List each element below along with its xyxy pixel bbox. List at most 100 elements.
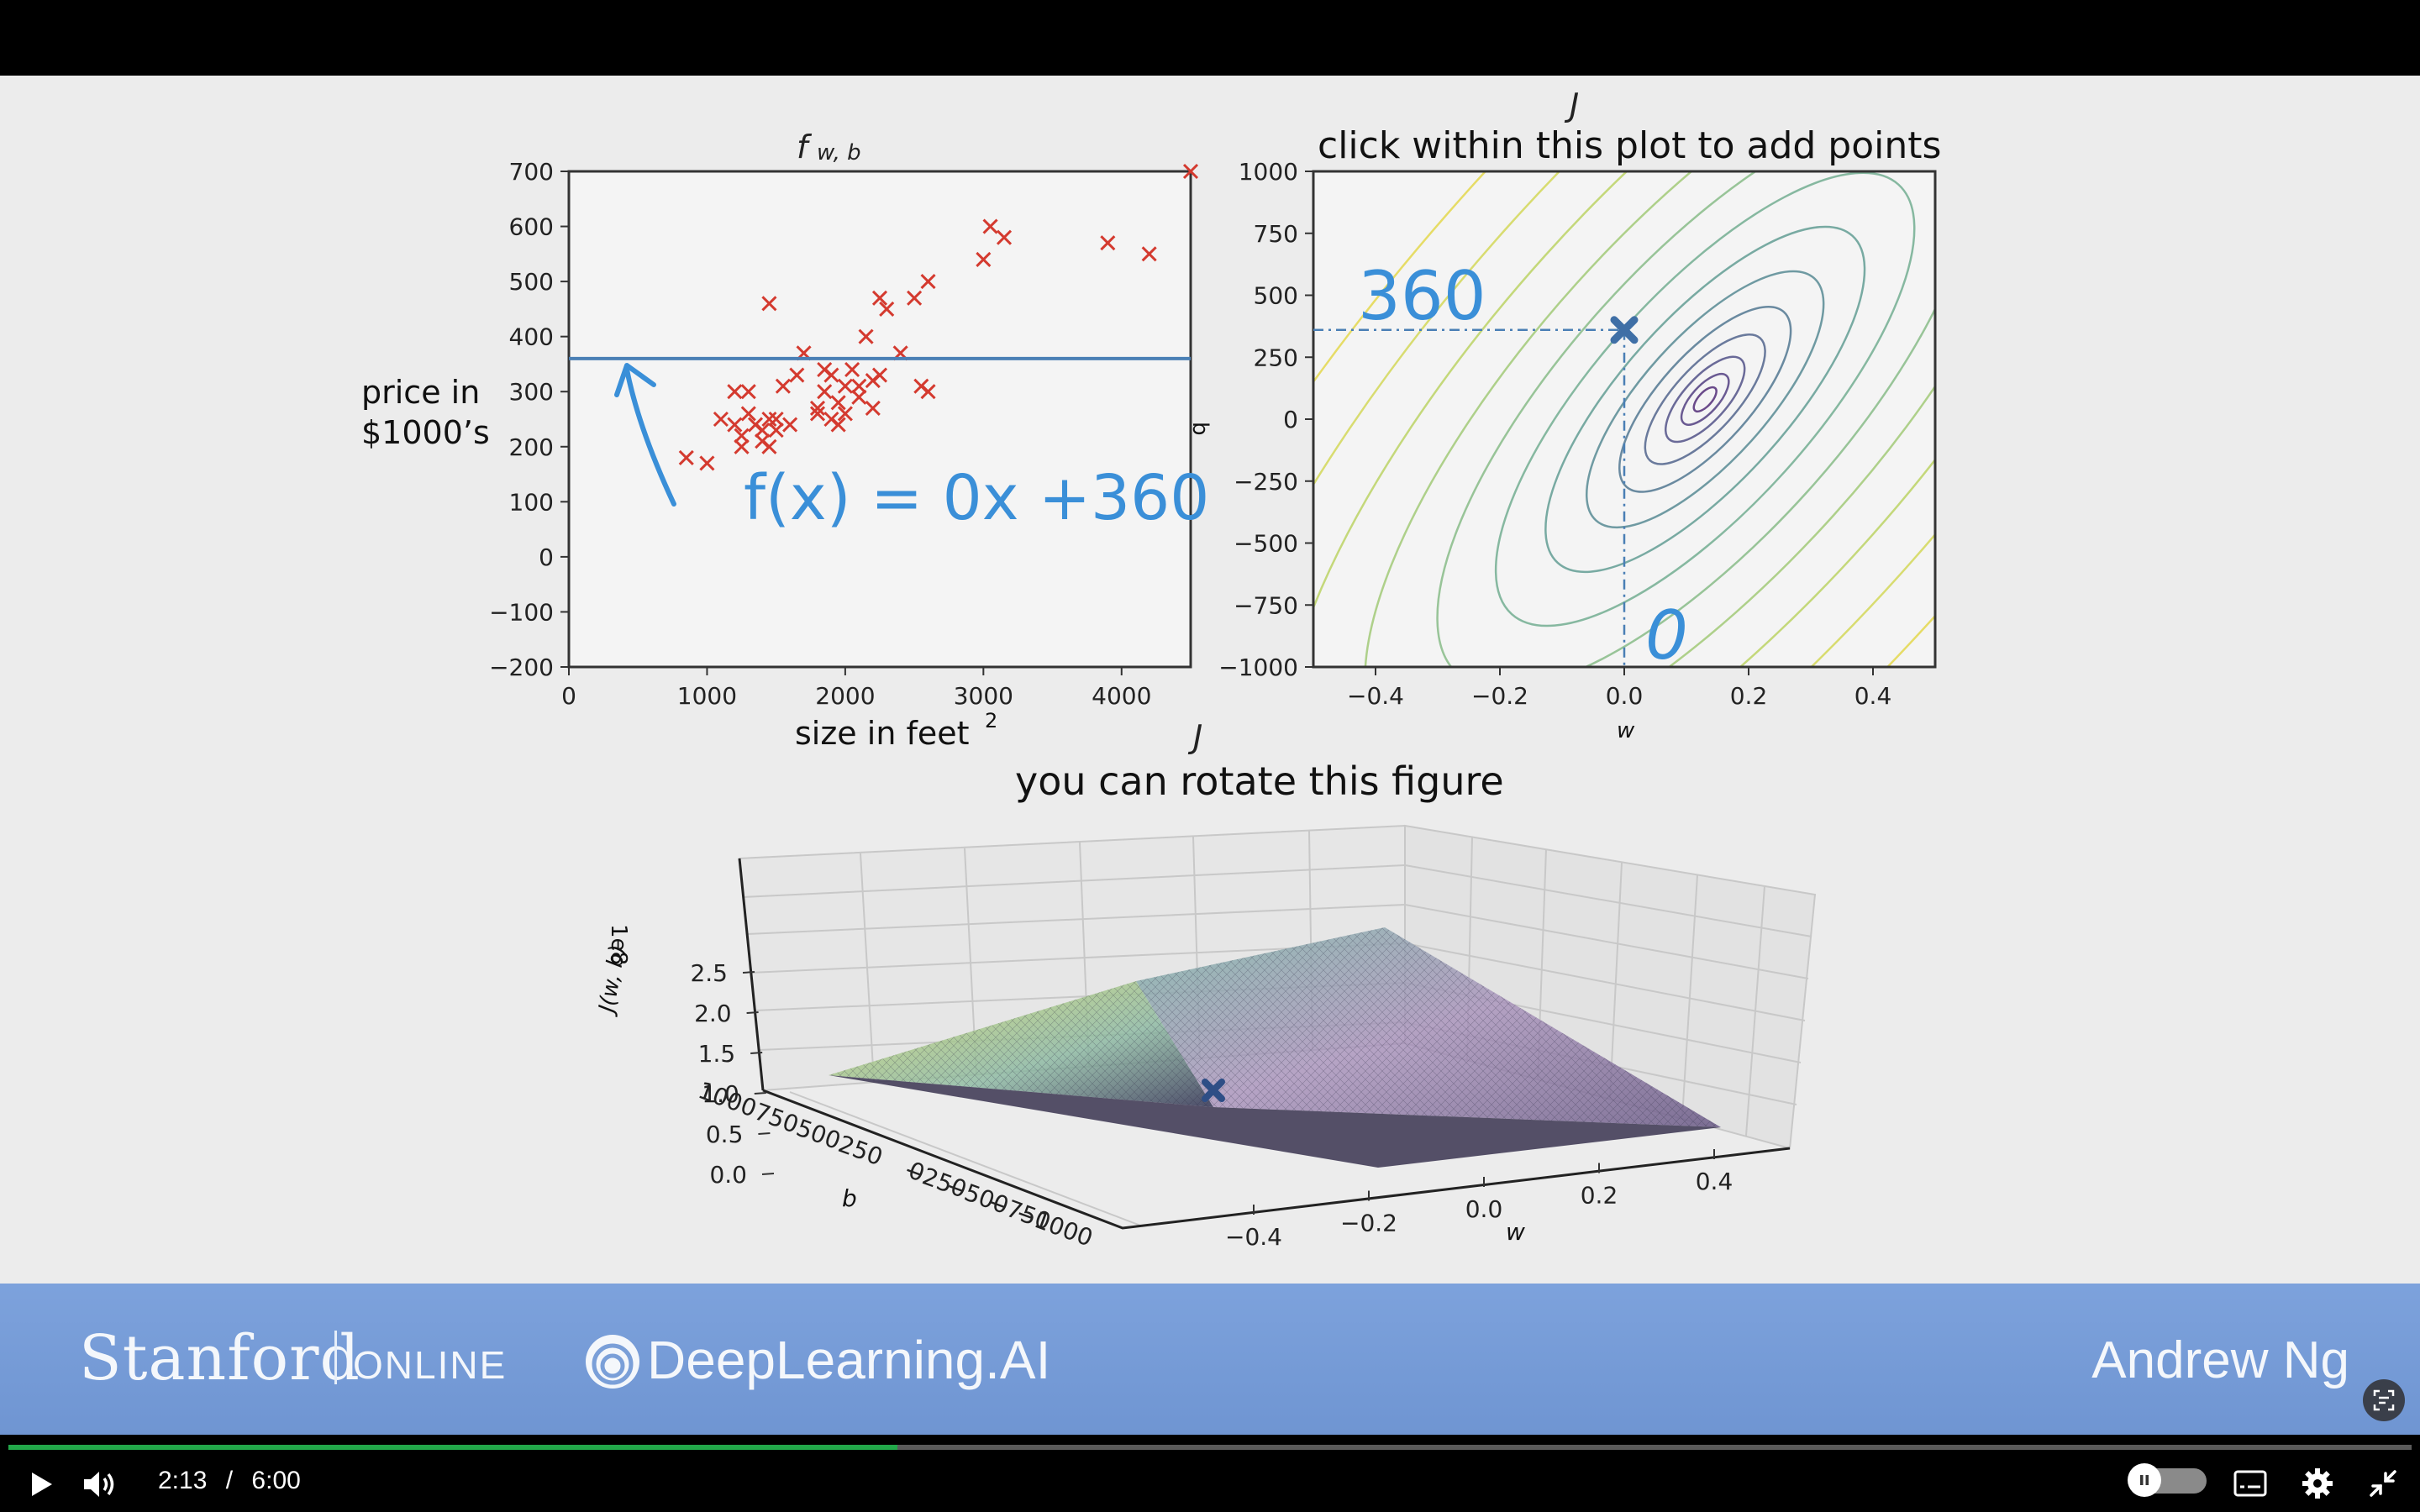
plot1-data-points	[678, 163, 1199, 471]
settings-icon[interactable]	[2301, 1467, 2334, 1500]
plot3-w-tick-label: 0.0	[1465, 1195, 1503, 1223]
plot1-axes-frame	[567, 170, 1192, 669]
plot1-y-tick-label: 600	[509, 213, 554, 241]
plot3-current-point-marker	[1202, 1079, 1225, 1102]
plot3-z-tick-label: 1.5	[698, 1040, 736, 1068]
plot3-z-tick-mark	[758, 1132, 771, 1135]
plot2-contour-level	[1313, 171, 1935, 667]
plot3-surface	[829, 927, 1721, 1168]
plot2-contour-level	[1644, 333, 1766, 465]
plot2-x-tick-label: 0.4	[1854, 682, 1892, 710]
plot2-contour-level	[1618, 306, 1792, 493]
plot2-contour-level	[1364, 171, 1935, 667]
plot1-x-ticks: 0 1000 2000 3000 4000	[561, 667, 1151, 710]
plot1-data-point	[871, 367, 888, 383]
brand-banner: Stanford ONLINE DeepLearning.AI Andrew N…	[0, 1284, 2420, 1435]
plot1-data-point	[782, 417, 798, 433]
plot1-data-point	[761, 411, 777, 428]
plot1-data-point	[761, 296, 777, 312]
cost-surface-3d-plot[interactable]: J you can rotate this figure	[593, 718, 1817, 1252]
plot3-axes	[738, 858, 1791, 1230]
plot1-data-point	[699, 455, 715, 471]
captions-icon[interactable]	[2233, 1470, 2267, 1497]
plot3-z-tick-label: 0.5	[706, 1121, 744, 1148]
plot2-x-ticks: −0.4 −0.2 0.0 0.2 0.4	[1347, 667, 1891, 710]
plot1-data-point	[740, 384, 756, 400]
plot1-data-point	[727, 384, 743, 400]
plot3-z-tick-mark	[742, 971, 755, 974]
plot3-z-tick-label: 2.5	[690, 959, 728, 987]
play-icon[interactable]	[27, 1470, 55, 1499]
plot3-z-tick-mark	[754, 1092, 766, 1095]
plot1-data-point	[789, 367, 805, 383]
plot3-z-tick-mark	[761, 1173, 775, 1175]
handwritten-arrow	[624, 367, 676, 507]
plot1-data-point	[1100, 235, 1116, 251]
plot1-data-point	[761, 438, 777, 454]
plot2-contour-level	[1680, 372, 1730, 426]
plot1-data-point	[837, 406, 853, 422]
plot2-y-tick-label: 750	[1254, 220, 1298, 248]
plot3-title: you can rotate this figure	[1015, 759, 1504, 804]
handwritten-w-value: 0	[1645, 596, 1688, 675]
plot2-contour-level	[1664, 355, 1746, 444]
plot2-x-tick-label: −0.2	[1471, 682, 1528, 710]
handwritten-equation: f(x) = 0x +360	[744, 462, 1209, 534]
video-controls-bar: 2:13 / 6:00	[0, 1435, 2420, 1512]
plot1-y-tick-label: 100	[509, 488, 554, 516]
plot1-data-point	[768, 411, 784, 428]
total-duration: 6:00	[251, 1467, 301, 1494]
autoplay-toggle-knob	[2128, 1463, 2161, 1497]
plot1-title: f	[797, 129, 813, 165]
exit-fullscreen-icon[interactable]	[2368, 1468, 2398, 1499]
plot1-data-point	[768, 423, 784, 438]
plot1-data-point	[837, 378, 853, 394]
plot1-title-subscript: w, b	[817, 140, 861, 165]
plot2-y-tick-label: 250	[1254, 344, 1298, 371]
plot2-title-top: J	[1564, 87, 1579, 123]
autoplay-toggle[interactable]	[2128, 1463, 2207, 1497]
plot1-data-point	[879, 301, 895, 317]
plot3-blabel: b	[842, 1184, 857, 1212]
plot2-y-tick-label: 500	[1254, 282, 1298, 310]
plot1-y-tick-label: 0	[539, 543, 554, 571]
volume-icon[interactable]	[82, 1468, 119, 1500]
plot1-y-tick-label: 500	[509, 268, 554, 296]
plot1-data-point	[678, 449, 694, 465]
plot3-z-tick-label: 1.0	[702, 1080, 739, 1108]
plot2-y-tick-label: 1000	[1239, 158, 1298, 186]
plot2-y-tick-label: 0	[1283, 406, 1298, 433]
plot2-background[interactable]	[1313, 171, 1935, 667]
plot3-zlabel: J(w, b)	[593, 943, 630, 1019]
plot1-data-point	[713, 411, 729, 428]
plot1-data-point	[830, 417, 846, 433]
plot1-data-point	[755, 423, 771, 438]
plot3-z-tick-label: 0.0	[709, 1161, 747, 1189]
plot3-z-tick-mark	[746, 1011, 759, 1014]
plot1-data-point	[844, 361, 860, 378]
time-separator: /	[225, 1467, 234, 1494]
plot1-x-tick-label: 0	[561, 682, 576, 710]
plot1-data-point	[871, 290, 888, 306]
pause-icon	[2140, 1475, 2149, 1485]
seek-bar[interactable]	[8, 1445, 2412, 1450]
plot3-w-tick-label: −0.4	[1225, 1223, 1282, 1251]
plot1-data-point	[775, 378, 791, 394]
cost-contour-plot[interactable]: J click within this plot to add points 1…	[886, 76, 2420, 1260]
plot1-data-point	[865, 400, 881, 416]
seek-bar-played	[8, 1445, 898, 1450]
plot3-w-tick-label: 0.4	[1696, 1168, 1733, 1195]
screen-capture-icon[interactable]	[2363, 1379, 2405, 1421]
plot2-y-tick-label: −500	[1234, 530, 1298, 558]
plot2-title: click within this plot to add points	[1318, 124, 1941, 167]
plot1-data-point	[851, 389, 867, 405]
plot2-y-tick-label: −750	[1234, 591, 1298, 619]
instructor-name: Andrew Ng	[2091, 1331, 2349, 1389]
deeplearning-logo-text: DeepLearning.AI	[647, 1330, 1051, 1390]
plot3-w-tick-label: 0.2	[1581, 1182, 1618, 1210]
plot1-data-point	[982, 218, 998, 234]
plot3-w-tick-label: −0.2	[1340, 1210, 1397, 1237]
